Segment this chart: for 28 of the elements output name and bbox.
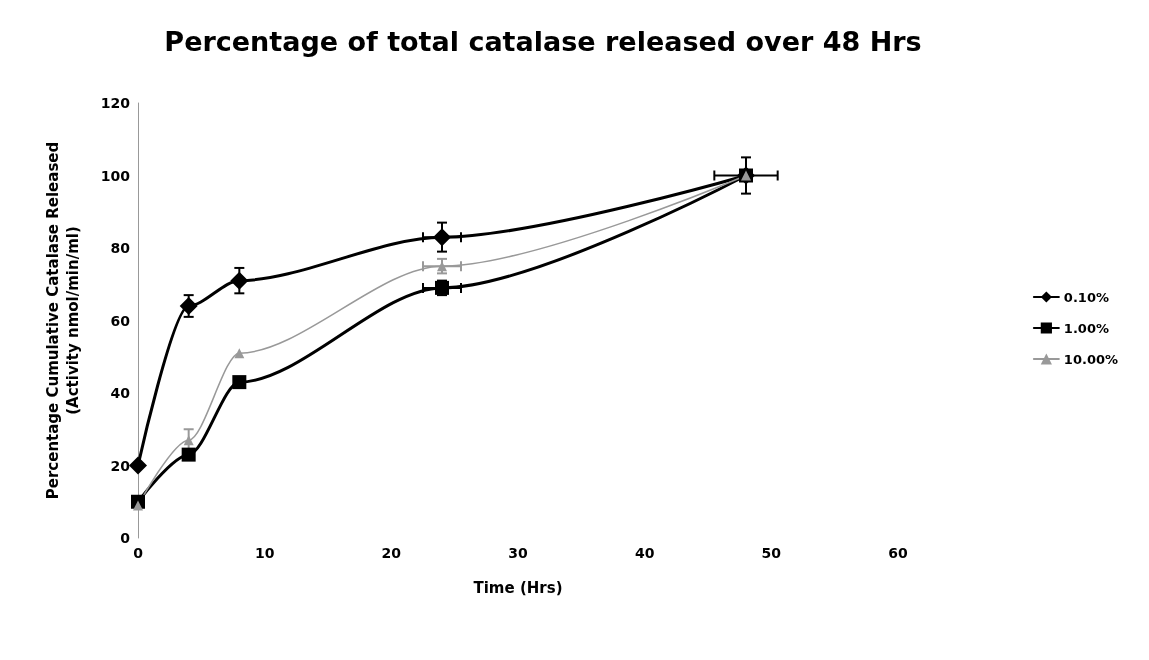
point xyxy=(230,271,249,290)
x-tick-label: 0 xyxy=(133,545,144,561)
x-tick-label: 60 xyxy=(888,545,908,561)
point xyxy=(133,500,143,511)
legend-label: 10.00% xyxy=(1063,351,1119,367)
y-tick-label: 100 xyxy=(100,167,131,184)
y-axis-title: Percentage Cumulative Catalase Released (Activity nmol/min/ml) xyxy=(44,141,82,500)
x-axis-title: Time (Hrs) xyxy=(473,579,563,597)
y-tick-label: 120 xyxy=(100,95,131,111)
x-tick-label: 40 xyxy=(634,545,655,561)
point xyxy=(433,228,451,247)
point xyxy=(232,375,247,390)
legend-label: 0.10% xyxy=(1063,289,1109,305)
point xyxy=(181,447,196,462)
y-tick-label: 0 xyxy=(120,530,131,546)
point xyxy=(129,456,147,475)
x-tick-label: 20 xyxy=(381,545,402,561)
x-tick-label: 10 xyxy=(254,545,275,561)
x-tick-label: 50 xyxy=(761,545,782,561)
x-tick-label: 30 xyxy=(508,545,528,561)
chart-title: Percentage of total catalase released over 48 Hrs xyxy=(164,26,922,57)
y-tick-label: 40 xyxy=(110,385,131,401)
legend-label: 1.00% xyxy=(1063,320,1109,336)
y-tick-label: 60 xyxy=(110,312,131,329)
point xyxy=(234,348,245,359)
point xyxy=(183,435,194,446)
y-tick-label: 20 xyxy=(110,457,131,474)
y-tick-label: 80 xyxy=(110,240,131,256)
